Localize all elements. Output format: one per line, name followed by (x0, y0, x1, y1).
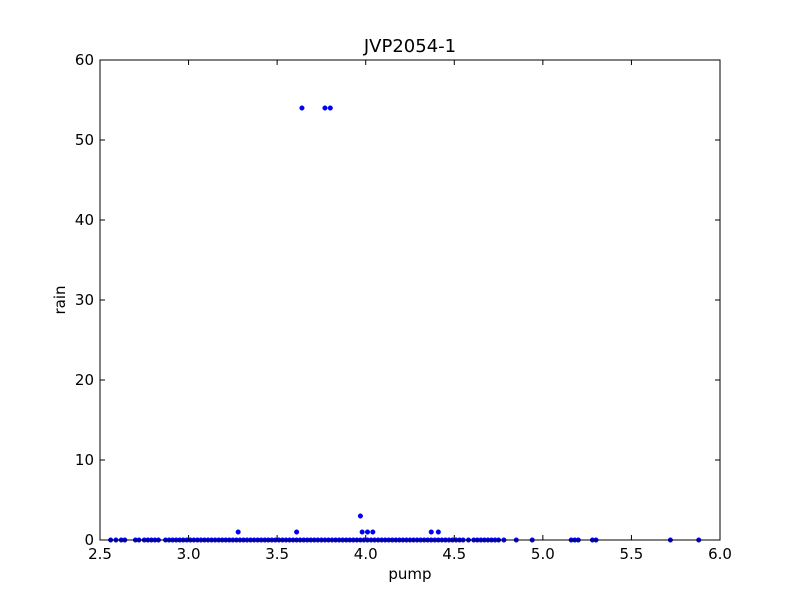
x-tick-label: 4.0 (354, 545, 378, 563)
y-tick-label: 40 (75, 211, 94, 229)
y-tick-label: 50 (75, 131, 94, 149)
y-axis-ticks: 0 10 20 30 40 50 60 (75, 51, 720, 549)
y-tick-label: 60 (75, 51, 94, 69)
x-tick-label: 3.0 (177, 545, 201, 563)
x-tick-label: 5.0 (531, 545, 555, 563)
x-tick-label: 4.5 (442, 545, 466, 563)
y-axis-label: rain (51, 285, 69, 314)
points-layer (108, 105, 702, 543)
y-tick-label: 0 (84, 531, 94, 549)
data-point (357, 513, 363, 519)
y-tick-label: 30 (75, 291, 94, 309)
x-tick-label: 6.0 (708, 545, 732, 563)
plot-frame (99, 59, 721, 541)
data-point (364, 529, 371, 535)
x-axis-label: pump (388, 565, 431, 583)
data-point (322, 105, 328, 111)
data-point (435, 529, 441, 535)
data-point (235, 529, 241, 535)
data-point (294, 529, 300, 535)
data-point (428, 529, 434, 535)
data-point (370, 529, 376, 535)
y-tick-label: 20 (75, 371, 94, 389)
x-tick-label: 3.5 (265, 545, 289, 563)
chart-title: JVP2054-1 (363, 36, 456, 57)
x-tick-label: 5.5 (619, 545, 643, 563)
data-point (359, 529, 365, 535)
y-tick-label: 10 (75, 451, 94, 469)
data-point (299, 105, 305, 111)
x-axis-ticks: 2.5 3.0 3.5 4.0 4.5 5.0 5.5 6.0 (88, 60, 732, 563)
data-point (327, 105, 333, 111)
x-tick-label: 2.5 (88, 545, 112, 563)
